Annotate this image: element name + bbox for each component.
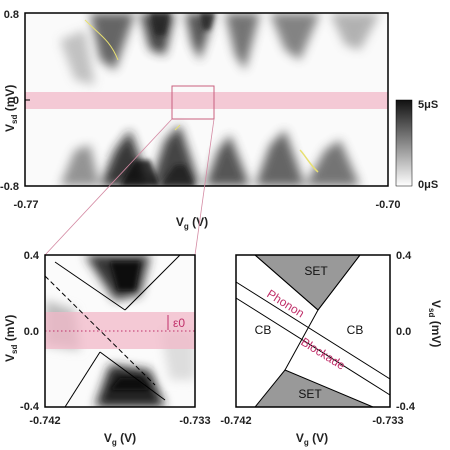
top-yellow-trace-upper [84, 19, 119, 61]
br-x-tick-left: -0.742 [220, 415, 251, 427]
top-x-tick-left: -0.77 [13, 199, 38, 211]
colorbar-max-label: 5μS [418, 99, 438, 111]
colorbar [395, 99, 413, 187]
bottom-left-panel: ε0 0.4 0.0 -0.4 Vsd (mV) -0.742 -0.733 V… [3, 250, 211, 447]
top-conductance-map [25, 13, 388, 186]
top-x-tick-right: -0.70 [375, 199, 400, 211]
br-y-label: Vsd (mV) [427, 300, 443, 347]
epsilon-label: ε0 [173, 316, 185, 330]
top-y-label: Vsd (mV) [3, 85, 19, 132]
br-x-label: Vg (V) [296, 431, 328, 447]
bl-x-label: Vg (V) [104, 431, 136, 447]
cb-right-label: CB [347, 323, 364, 337]
bl-diamond-edge-1 [54, 261, 126, 311]
br-diagonal-left [254, 254, 319, 311]
br-diagonal-right [317, 254, 361, 311]
cb-left-label: CB [255, 323, 272, 337]
bottom-right-panel: SET SET CB CB Phonon Blockade 0.4 0.0 -0… [220, 250, 443, 447]
zoom-connector-right [194, 118, 215, 256]
bl-y-tick-top: 0.4 [24, 250, 40, 262]
top-zero-bias-band [25, 92, 388, 109]
top-yellow-trace-lower [299, 149, 319, 173]
bottom-left-map: ε0 [45, 255, 195, 407]
top-panel: 0.8 0 -0.8 Vsd (mV) -0.77 -0.70 Vg (V) 5… [0, 9, 438, 231]
br-plot-frame [235, 254, 391, 408]
br-y-tick-mid: 0.0 [396, 326, 411, 338]
br-y-tick-top: 0.4 [396, 250, 412, 262]
bl-plot-frame [44, 254, 196, 408]
colorbar-min-label: 0μS [418, 179, 438, 191]
bl-diamond-edge-3 [64, 351, 101, 407]
set-bottom-label: SET [298, 387, 322, 401]
br-y-tick-bottom: -0.4 [396, 401, 416, 413]
bl-x-tick-left: -0.742 [29, 415, 60, 427]
top-y-tick-mid: 0 [13, 95, 19, 107]
bl-diamond-edge-4 [99, 351, 166, 401]
top-y-tick-top: 0.8 [4, 9, 19, 21]
bl-x-tick-right: -0.733 [179, 415, 210, 427]
bl-y-label: Vsd (mV) [3, 315, 19, 362]
bl-y-tick-mid: 0.0 [24, 326, 39, 338]
bl-y-tick-bottom: -0.4 [20, 401, 40, 413]
br-diagonal-upper [284, 309, 319, 371]
top-zoom-box [171, 85, 215, 120]
bl-diamond-edge-2 [124, 255, 181, 311]
top-y-tick-bottom: -0.8 [0, 181, 19, 193]
top-x-label: Vg (V) [176, 215, 208, 231]
bl-dashed-line [45, 275, 156, 386]
br-x-tick-right: -0.733 [372, 415, 403, 427]
zoom-connector-left [44, 118, 173, 256]
set-top-label: SET [304, 264, 328, 278]
